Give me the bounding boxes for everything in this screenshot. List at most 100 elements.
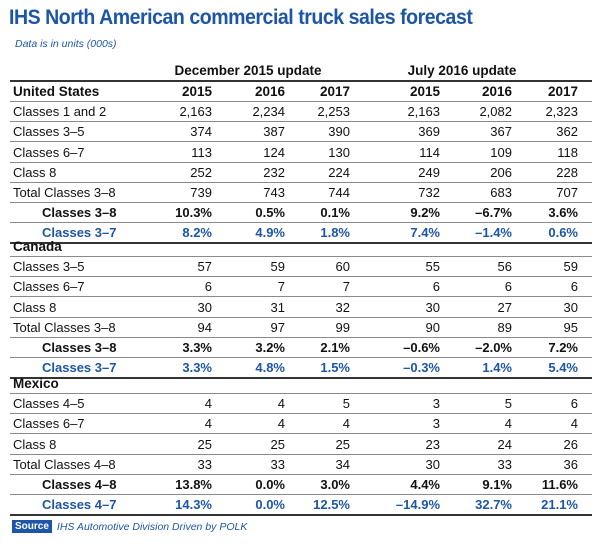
table-cell: 94 — [197, 319, 212, 335]
row-label: Classes 6–7 — [13, 416, 85, 432]
table-cell: 5 — [342, 396, 350, 412]
row-label: Total Classes 3–8 — [13, 319, 116, 335]
table-cell: 4.4% — [410, 477, 440, 492]
table-cell: 2,253 — [317, 104, 350, 120]
table-cell: –6.7% — [475, 205, 512, 221]
table-cell: 2,234 — [252, 104, 285, 120]
section-name: Canada — [13, 239, 62, 254]
table-cell: 97 — [270, 319, 285, 335]
table-cell: 6 — [570, 396, 578, 412]
table-cell: 30 — [197, 299, 212, 315]
row-divider — [10, 377, 592, 380]
table-cell: –0.3% — [403, 360, 440, 376]
table-cell: 7.2% — [548, 340, 578, 355]
table-cell: 2,163 — [179, 104, 212, 120]
table-cell: 26 — [563, 436, 578, 452]
year-header: 2017 — [319, 84, 350, 99]
table-cell: 7 — [342, 279, 350, 295]
table-row: Classes 4–5 4 4 5 3 5 6 — [0, 395, 600, 413]
table-cell: 55 — [425, 259, 440, 275]
table-cell: 21.1% — [541, 497, 578, 513]
table-cell: 4 — [204, 396, 212, 412]
table-cell: 60 — [335, 259, 350, 275]
table-cell: 2.1% — [320, 340, 350, 355]
table-cell: 4 — [570, 416, 578, 432]
table-cell: 228 — [556, 164, 578, 180]
table-cell: 33 — [197, 456, 212, 472]
table-row: Classes 3–7 8.2% 4.9% 1.8% 7.4% –1.4% 0.6% — [0, 224, 600, 242]
table-row: Class 8 25 25 25 23 24 26 — [0, 436, 600, 454]
table-cell: 6 — [570, 279, 578, 295]
table-row: Classes 6–7 4 4 4 3 4 4 — [0, 415, 600, 433]
table-cell: 2,163 — [407, 104, 440, 120]
table-cell: 25 — [335, 436, 350, 452]
table-cell: 743 — [263, 185, 285, 200]
table-cell: 4.9% — [255, 225, 285, 241]
table-cell: 1.8% — [320, 225, 350, 241]
table-cell: 6 — [204, 279, 212, 295]
table-cell: 124 — [263, 144, 285, 160]
table-cell: –0.6% — [403, 340, 440, 355]
row-label: Total Classes 3–8 — [13, 185, 116, 200]
source-note: Source IHS Automotive Division Driven by… — [12, 520, 247, 533]
table-cell: 27 — [497, 299, 512, 315]
table-cell: 23 — [425, 436, 440, 452]
table-cell: 36 — [563, 456, 578, 472]
table-cell: 95 — [563, 319, 578, 335]
table-cell: 732 — [418, 185, 440, 200]
row-divider — [10, 242, 592, 245]
table-row: Classes 3–5 57 59 60 55 56 59 — [0, 258, 600, 276]
row-divider — [10, 222, 592, 224]
row-label: Class 8 — [13, 164, 57, 180]
table-cell: 13.8% — [175, 477, 212, 492]
table-cell: 249 — [418, 164, 440, 180]
table-row: Classes 1 and 2 2,163 2,234 2,253 2,163 2,082… — [0, 103, 600, 121]
section-name: United States — [13, 84, 100, 99]
table-cell: 252 — [190, 164, 212, 180]
table-cell: 114 — [419, 144, 440, 160]
table-cell: 362 — [556, 124, 578, 140]
table-cell: 99 — [335, 319, 350, 335]
table-cell: –14.9% — [395, 497, 440, 513]
table-row: Class 8 252 232 224 249 206 228 — [0, 164, 600, 182]
year-header: 2017 — [547, 84, 578, 99]
row-divider — [10, 121, 592, 123]
row-label: Classes 6–7 — [13, 279, 85, 295]
row-label: Class 8 — [13, 436, 57, 452]
table-cell: 113 — [191, 144, 212, 160]
table-cell: 0.6% — [548, 225, 578, 241]
table-cell: 9.1% — [482, 477, 512, 492]
table-row: Total Classes 4–8 33 33 34 30 33 36 — [0, 456, 600, 474]
row-divider — [10, 101, 592, 102]
row-label: Classes 3–7 — [42, 360, 117, 376]
table-cell: 1.4% — [482, 360, 512, 376]
table-cell: 32 — [335, 299, 350, 315]
table-cell: 3.0% — [320, 477, 350, 492]
table-cell: 4 — [342, 416, 350, 432]
table-row: Total Classes 3–8 94 97 99 90 89 95 — [0, 319, 600, 337]
table-cell: 739 — [190, 185, 212, 200]
section-name: Mexico — [13, 376, 59, 391]
table-cell: 683 — [490, 185, 512, 200]
year-header: 2015 — [409, 84, 440, 99]
table-cell: 369 — [418, 124, 440, 140]
table-row: Classes 6–7 113 124 130 114 109 118 — [0, 144, 600, 162]
table-cell: 30 — [563, 299, 578, 315]
source-tag: Source — [12, 520, 52, 533]
row-divider — [10, 473, 592, 475]
table-cell: 707 — [556, 185, 578, 200]
row-label: Classes 3–5 — [13, 259, 85, 275]
table-cell: 32.7% — [475, 497, 512, 513]
table-cell: 3 — [432, 416, 440, 432]
table-cell: 5.4% — [548, 360, 578, 376]
row-divider — [10, 202, 592, 203]
row-divider — [10, 357, 592, 358]
row-divider — [10, 256, 592, 257]
table-cell: 33 — [497, 456, 512, 472]
table-cell: 2,323 — [545, 104, 578, 120]
group-header-july-2016: July 2016 update — [407, 63, 517, 78]
row-label: Total Classes 4–8 — [13, 456, 116, 472]
section-header-row: Mexico — [0, 375, 600, 393]
row-label: Classes 6–7 — [13, 144, 85, 160]
table-cell: 390 — [328, 124, 350, 140]
